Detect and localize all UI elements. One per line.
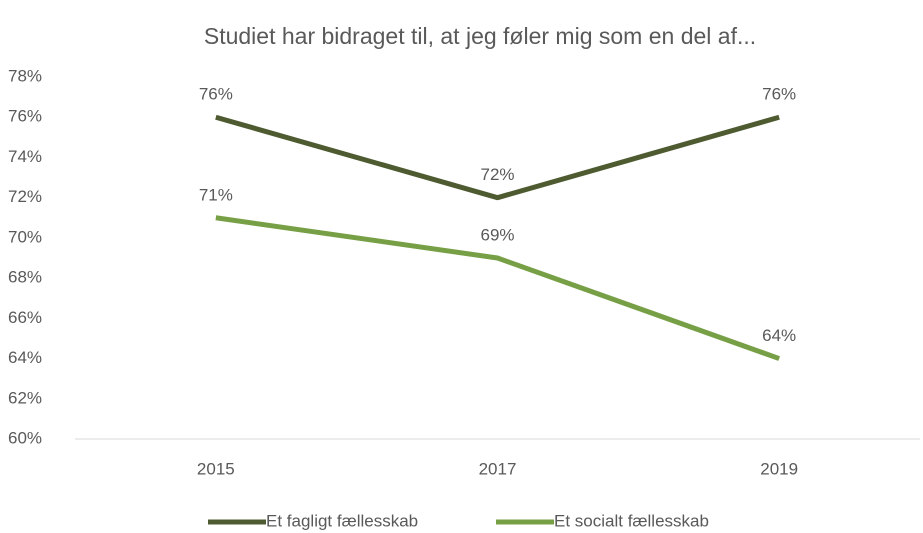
chart-title: Studiet har bidraget til, at jeg føler m…: [204, 23, 756, 49]
y-tick-label: 66%: [8, 308, 42, 327]
y-tick-label: 62%: [8, 388, 42, 407]
data-label: 64%: [762, 326, 796, 345]
series-line: [215, 215, 781, 361]
y-tick-label: 76%: [8, 107, 42, 126]
y-tick-label: 70%: [8, 227, 42, 246]
x-tick-label: 2019: [760, 459, 798, 478]
data-label: 76%: [762, 85, 796, 104]
legend-label: Et socialt fællesskab: [554, 511, 709, 530]
y-tick-label: 64%: [8, 348, 42, 367]
y-tick-label: 72%: [8, 187, 42, 206]
series-line: [215, 114, 780, 201]
data-label: 71%: [199, 185, 233, 204]
data-label: 69%: [480, 225, 514, 244]
legend-label: Et fagligt fællesskab: [266, 511, 418, 530]
y-tick-label: 74%: [8, 147, 42, 166]
y-tick-label: 60%: [8, 428, 42, 447]
y-tick-label: 68%: [8, 268, 42, 287]
y-tick-label: 78%: [8, 66, 42, 85]
data-label: 72%: [480, 165, 514, 184]
data-label: 76%: [199, 85, 233, 104]
x-tick-label: 2015: [197, 459, 235, 478]
x-tick-label: 2017: [479, 459, 517, 478]
